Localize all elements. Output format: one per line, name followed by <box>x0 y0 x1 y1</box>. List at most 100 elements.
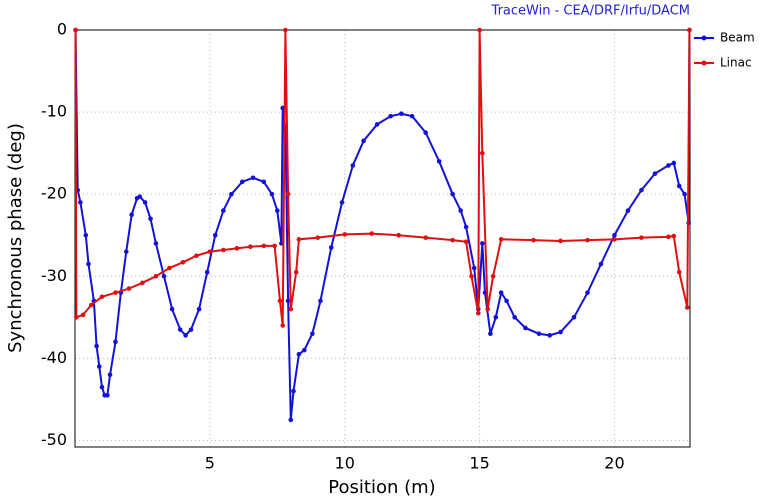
chart-title: TraceWin - CEA/DRF/Irfu/DACM <box>491 4 690 19</box>
data-point <box>129 212 134 217</box>
y-tick-label: 0 <box>57 20 67 39</box>
data-point <box>504 298 509 304</box>
data-point <box>221 247 226 253</box>
x-tick-label: 20 <box>604 454 624 473</box>
data-point <box>480 150 485 156</box>
y-tick-label: -10 <box>41 102 67 121</box>
data-point <box>161 273 167 279</box>
data-point <box>204 269 210 275</box>
data-point <box>475 310 481 316</box>
data-point <box>153 241 159 246</box>
y-axis-label: Synchronous phase (deg) <box>5 123 26 353</box>
x-tick-label: 10 <box>335 454 355 473</box>
data-point <box>585 290 590 295</box>
data-point <box>498 290 504 295</box>
series-line <box>74 29 691 326</box>
data-point <box>388 113 393 119</box>
data-point <box>547 333 553 338</box>
data-point <box>598 261 604 267</box>
data-point <box>463 224 469 230</box>
data-point <box>261 179 267 185</box>
y-tick-label: -50 <box>41 430 67 449</box>
data-point <box>310 331 315 337</box>
legend-marker <box>701 60 707 66</box>
data-point <box>639 235 644 240</box>
data-point <box>612 237 617 242</box>
data-point <box>261 243 267 249</box>
data-point <box>283 27 288 33</box>
data-point <box>531 237 536 243</box>
data-point <box>78 200 83 205</box>
data-point <box>296 237 302 242</box>
data-point <box>488 331 493 337</box>
data-point <box>194 253 199 259</box>
data-point <box>188 327 194 332</box>
data-point <box>423 235 428 240</box>
data-point <box>612 232 617 238</box>
legend-label: Linac <box>720 56 752 70</box>
data-point <box>477 27 482 33</box>
data-point <box>369 231 375 236</box>
data-point <box>285 298 291 304</box>
data-point <box>423 130 428 135</box>
data-point <box>471 265 477 271</box>
data-point <box>676 269 682 275</box>
data-point <box>350 163 356 168</box>
data-point <box>315 235 321 240</box>
data-point <box>342 232 348 237</box>
data-point <box>676 183 682 189</box>
data-point <box>409 113 415 119</box>
data-point <box>137 194 143 199</box>
data-point <box>99 294 105 300</box>
data-point <box>469 273 474 279</box>
data-point <box>671 160 677 166</box>
x-axis-label: Position (m) <box>328 477 435 498</box>
data-point <box>94 343 99 349</box>
data-point <box>83 232 89 238</box>
data-point <box>113 290 118 295</box>
data-point <box>685 305 690 310</box>
data-point <box>328 245 334 250</box>
data-point <box>269 191 275 197</box>
data-point <box>229 191 234 197</box>
y-tick-label: -40 <box>41 348 67 367</box>
data-point <box>687 27 692 33</box>
data-point <box>177 327 183 332</box>
data-point <box>480 241 485 246</box>
data-point <box>498 237 504 242</box>
data-point <box>113 339 118 345</box>
data-point <box>234 246 240 251</box>
data-point <box>625 208 631 213</box>
data-point <box>652 171 658 176</box>
legend-label: Beam <box>720 31 755 45</box>
data-point <box>293 269 299 275</box>
data-point <box>536 331 542 337</box>
data-point <box>248 244 253 250</box>
data-point <box>671 233 677 239</box>
data-point <box>280 323 285 328</box>
data-point <box>196 306 202 312</box>
data-point <box>450 191 455 197</box>
data-point <box>272 243 277 249</box>
data-point <box>167 265 172 271</box>
data-point <box>183 333 188 338</box>
data-point <box>450 237 455 243</box>
data-point <box>585 237 590 243</box>
y-tick-label: -30 <box>41 266 67 285</box>
data-point <box>212 232 218 238</box>
data-point <box>571 315 577 320</box>
data-point <box>153 273 159 279</box>
data-point <box>339 200 345 205</box>
data-point <box>558 329 563 335</box>
data-point <box>291 388 296 394</box>
data-point <box>140 280 145 286</box>
data-point <box>399 111 404 117</box>
y-tick-label: -20 <box>41 184 67 203</box>
data-point <box>296 351 302 357</box>
data-point <box>666 163 671 168</box>
data-point <box>436 159 442 164</box>
data-point <box>301 347 307 353</box>
data-point <box>169 306 175 312</box>
data-point <box>485 306 490 312</box>
